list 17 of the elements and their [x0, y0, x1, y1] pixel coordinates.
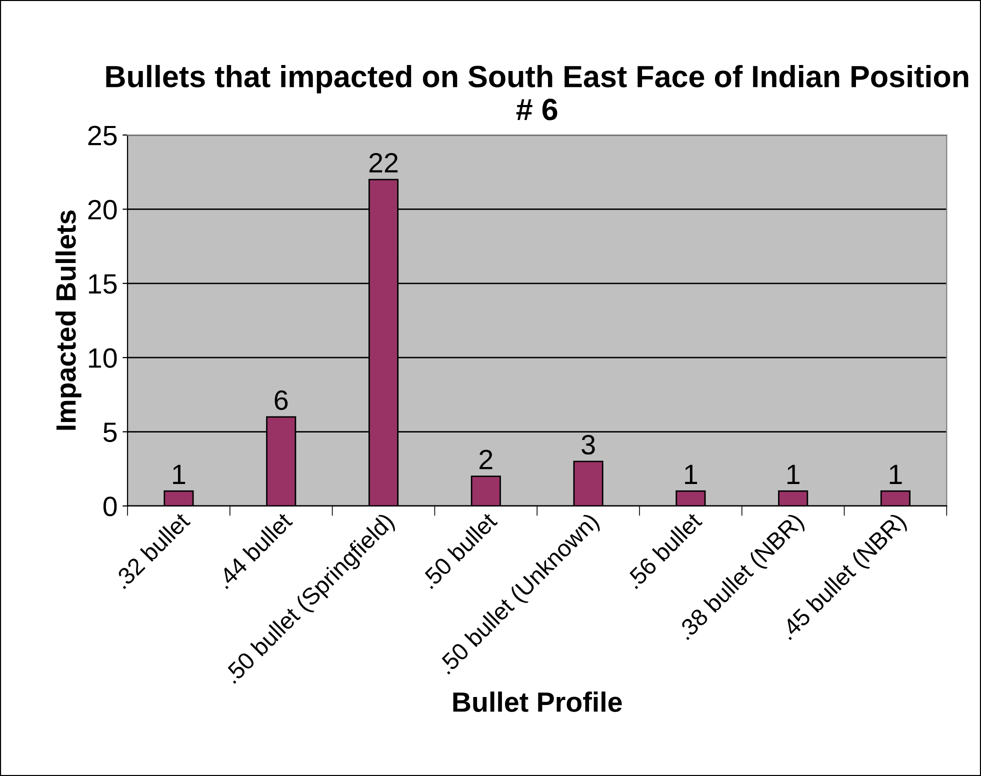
data-label: 1	[890, 464, 902, 484]
y-tick-label: 15	[89, 274, 117, 294]
y-tick-label: 5	[103, 422, 117, 442]
data-label: 6	[274, 390, 288, 410]
chart-title: Bullets that impacted on South East Face of Indian Position # 6	[106, 64, 968, 120]
x-axis-title: Bullet Profile	[453, 692, 622, 712]
data-label: 3	[582, 434, 595, 455]
y-tick-label: 25	[88, 126, 117, 146]
data-label: 22	[369, 152, 398, 172]
y-tick-label: 20	[88, 200, 117, 220]
data-label: 1	[685, 464, 698, 484]
data-label: 1	[787, 464, 800, 484]
y-axis-title: Impacted Bullets	[55, 210, 82, 430]
data-label: 1	[173, 464, 186, 484]
y-tick-label: 0	[103, 496, 117, 516]
data-label: 2	[480, 450, 492, 470]
y-tick-label: 10	[89, 348, 117, 368]
